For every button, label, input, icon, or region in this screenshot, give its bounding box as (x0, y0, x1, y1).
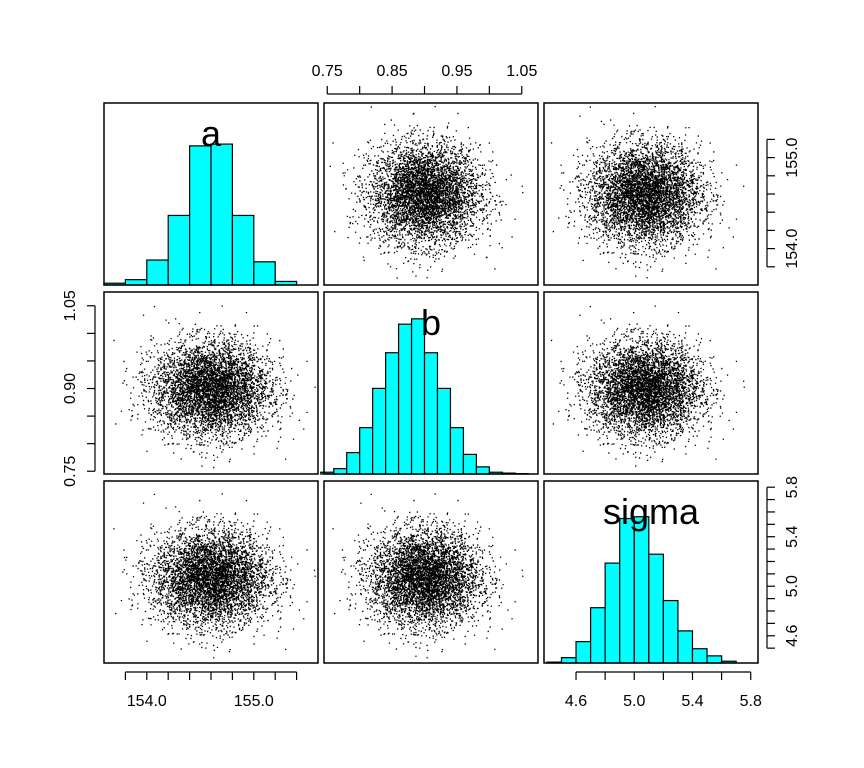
panel-a-vs-b (323, 102, 539, 286)
hist-bar-b-10 (449, 427, 465, 475)
tick-label-sigma-bottom-0: 4.6 (565, 693, 587, 710)
hist-bar-a-3 (167, 214, 191, 286)
panel-frame (323, 291, 539, 475)
hist-bar-a-2 (146, 259, 169, 286)
hist-bar-b-9 (436, 387, 452, 475)
tick-label-b-left-2: 1.05 (62, 290, 79, 321)
hist-bar-b-12 (475, 466, 490, 475)
hist-bar-b-11 (462, 453, 477, 475)
hist-bar-a-4 (189, 145, 212, 286)
panel-frame (103, 480, 319, 664)
diag-label-sigma: sigma (603, 491, 700, 532)
tick-label-sigma-right-0: 4.6 (784, 625, 801, 647)
hist-bar-a-6 (231, 214, 255, 286)
tick-label-b-top-1: 0.85 (377, 63, 408, 80)
scatter-points-a-vs-b (329, 106, 524, 279)
tick-label-a-right-0: 154.0 (784, 228, 801, 268)
panel-sigma-vs-sigma: sigma (543, 480, 759, 664)
tick-label-b-top-3: 1.05 (506, 63, 537, 80)
tick-label-a-right-1: 155.0 (784, 137, 801, 177)
tick-label-sigma-bottom-1: 5.0 (623, 693, 645, 710)
panel-sigma-vs-a (103, 480, 319, 664)
panel-a-vs-sigma (543, 102, 759, 286)
tick-label-sigma-bottom-2: 5.4 (681, 693, 703, 710)
hist-bar-a-5 (210, 143, 233, 286)
tick-label-b-left-1: 0.90 (62, 373, 79, 404)
hist-bar-b-6 (397, 323, 413, 475)
hist-bar-sigma-7 (648, 553, 664, 664)
hist-bar-sigma-11 (706, 655, 723, 664)
hist-bar-b-1 (333, 468, 348, 475)
diag-label-a: a (201, 113, 222, 154)
tick-label-sigma-right-3: 5.8 (784, 476, 801, 498)
hist-bar-b-5 (385, 352, 400, 475)
panel-frame (103, 102, 319, 286)
panel-b-vs-b: b (320, 291, 539, 475)
tick-label-b-left-0: 0.75 (62, 456, 79, 487)
tick-label-b-top-2: 0.95 (441, 63, 472, 80)
panel-frame (103, 291, 319, 475)
hist-bar-sigma-3 (589, 607, 606, 664)
tick-label-sigma-bottom-3: 5.8 (740, 693, 762, 710)
tick-label-sigma-right-1: 5.0 (784, 575, 801, 597)
panel-b-vs-sigma (543, 291, 759, 475)
hist-bar-b-8 (423, 352, 439, 475)
scatter-points-b-vs-sigma (550, 305, 745, 467)
panel-b-vs-a (103, 291, 319, 475)
scatter-points-b-vs-a (113, 305, 316, 469)
hist-bar-sigma-9 (677, 630, 694, 664)
panel-frame (323, 480, 539, 664)
hist-bar-sigma-5 (619, 517, 635, 664)
hist-bar-a-7 (253, 261, 276, 286)
scatter-points-sigma-vs-b (332, 493, 524, 659)
panel-sigma-vs-b (323, 480, 539, 664)
hist-bar-sigma-2 (575, 640, 592, 664)
hist-bar-b-3 (359, 427, 374, 475)
hist-bar-b-4 (372, 387, 387, 475)
hist-bar-sigma-8 (662, 599, 679, 664)
hist-bar-a-1 (124, 279, 148, 286)
hist-bar-sigma-1 (560, 657, 577, 664)
scatter-points-sigma-vs-a (113, 493, 316, 659)
tick-label-a-1: 155.0 (234, 693, 274, 710)
hist-bar-sigma-6 (633, 516, 650, 664)
panel-frame (543, 291, 759, 475)
hist-bar-sigma-4 (604, 562, 621, 664)
hist-bar-sigma-10 (691, 648, 708, 664)
hist-bar-b-2 (346, 452, 361, 475)
panel-a-vs-a: a (103, 102, 319, 286)
diag-label-b: b (421, 302, 441, 343)
panel-frame (543, 102, 759, 286)
panels-layer: a b sigma (103, 102, 759, 664)
tick-label-sigma-right-2: 5.4 (784, 525, 801, 547)
scatter-points-a-vs-sigma (550, 106, 745, 279)
panel-frame (543, 480, 759, 664)
axes-layer: 154.0 155.0 0.75 0.85 0.95 1.05 4.6 5.0 5.4 5.8 0.… (62, 63, 801, 710)
panel-frame (323, 102, 539, 286)
tick-label-b-top-0: 0.75 (312, 63, 343, 80)
tick-label-a-0: 154.0 (127, 693, 167, 710)
